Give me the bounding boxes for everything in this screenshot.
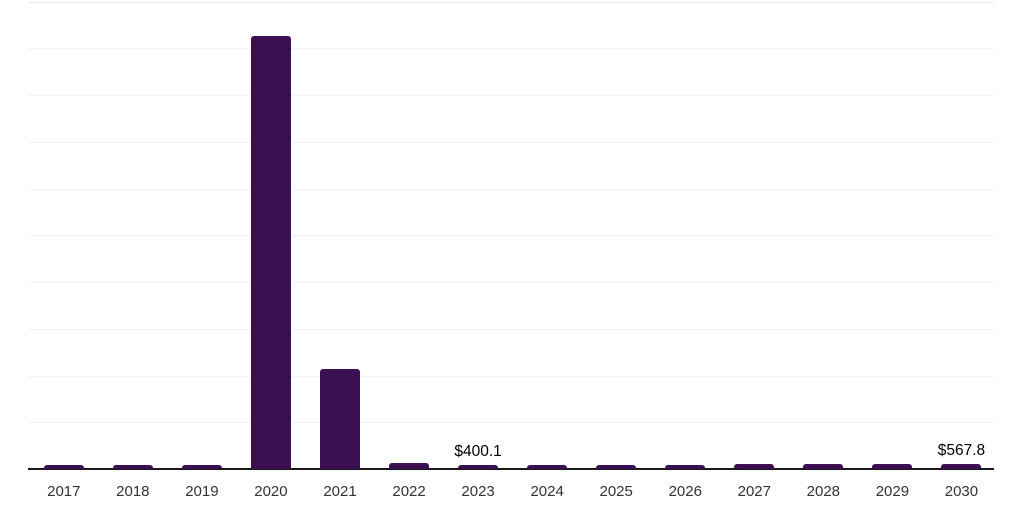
x-axis-label-2022: 2022 — [392, 483, 426, 500]
bar-2019[interactable] — [181, 465, 222, 469]
bar-2022[interactable] — [389, 462, 430, 469]
x-axis-label-2029: 2029 — [875, 483, 910, 500]
h-gridline — [28, 422, 994, 424]
bar-2017[interactable] — [43, 465, 84, 469]
bar-2020[interactable] — [250, 36, 291, 469]
bar-2026[interactable] — [665, 464, 706, 469]
value-label-2023: $400.1 — [454, 443, 502, 461]
h-gridline — [28, 48, 994, 50]
x-axis-label-2023: 2023 — [461, 483, 495, 500]
x-axis-label-2019: 2019 — [185, 483, 219, 500]
bar-2021[interactable] — [320, 368, 360, 469]
x-axis-label-2030: 2030 — [944, 483, 979, 500]
h-gridline — [28, 1, 994, 3]
x-axis-label-2021: 2021 — [323, 483, 357, 500]
bar-2028[interactable] — [803, 464, 844, 469]
h-gridline — [28, 375, 994, 377]
bar-2027[interactable] — [734, 464, 775, 469]
bar-2030[interactable] — [941, 463, 982, 469]
x-axis-label-2024: 2024 — [530, 483, 564, 500]
h-gridline — [28, 328, 994, 330]
h-gridline — [28, 95, 994, 96]
x-axis-label-2017: 2017 — [47, 483, 81, 500]
bar-2029[interactable] — [872, 463, 913, 469]
x-axis-label-2027: 2027 — [737, 483, 771, 500]
h-gridline — [28, 282, 994, 283]
h-gridline — [28, 188, 994, 190]
h-gridline — [28, 141, 994, 143]
bar-2023[interactable] — [458, 465, 499, 469]
x-axis-label-2025: 2025 — [599, 483, 633, 500]
bar-2025[interactable] — [596, 464, 637, 469]
value-label-2030: $567.8 — [937, 441, 986, 459]
bar-2018[interactable] — [112, 465, 153, 469]
bar-2024[interactable] — [527, 465, 568, 469]
x-axis-label-2026: 2026 — [668, 483, 702, 500]
x-axis-line — [28, 468, 994, 470]
x-axis-label-2020: 2020 — [254, 483, 288, 500]
h-gridline — [28, 235, 994, 237]
x-axis-label-2028: 2028 — [806, 483, 841, 500]
x-axis-label-2018: 2018 — [116, 483, 150, 500]
